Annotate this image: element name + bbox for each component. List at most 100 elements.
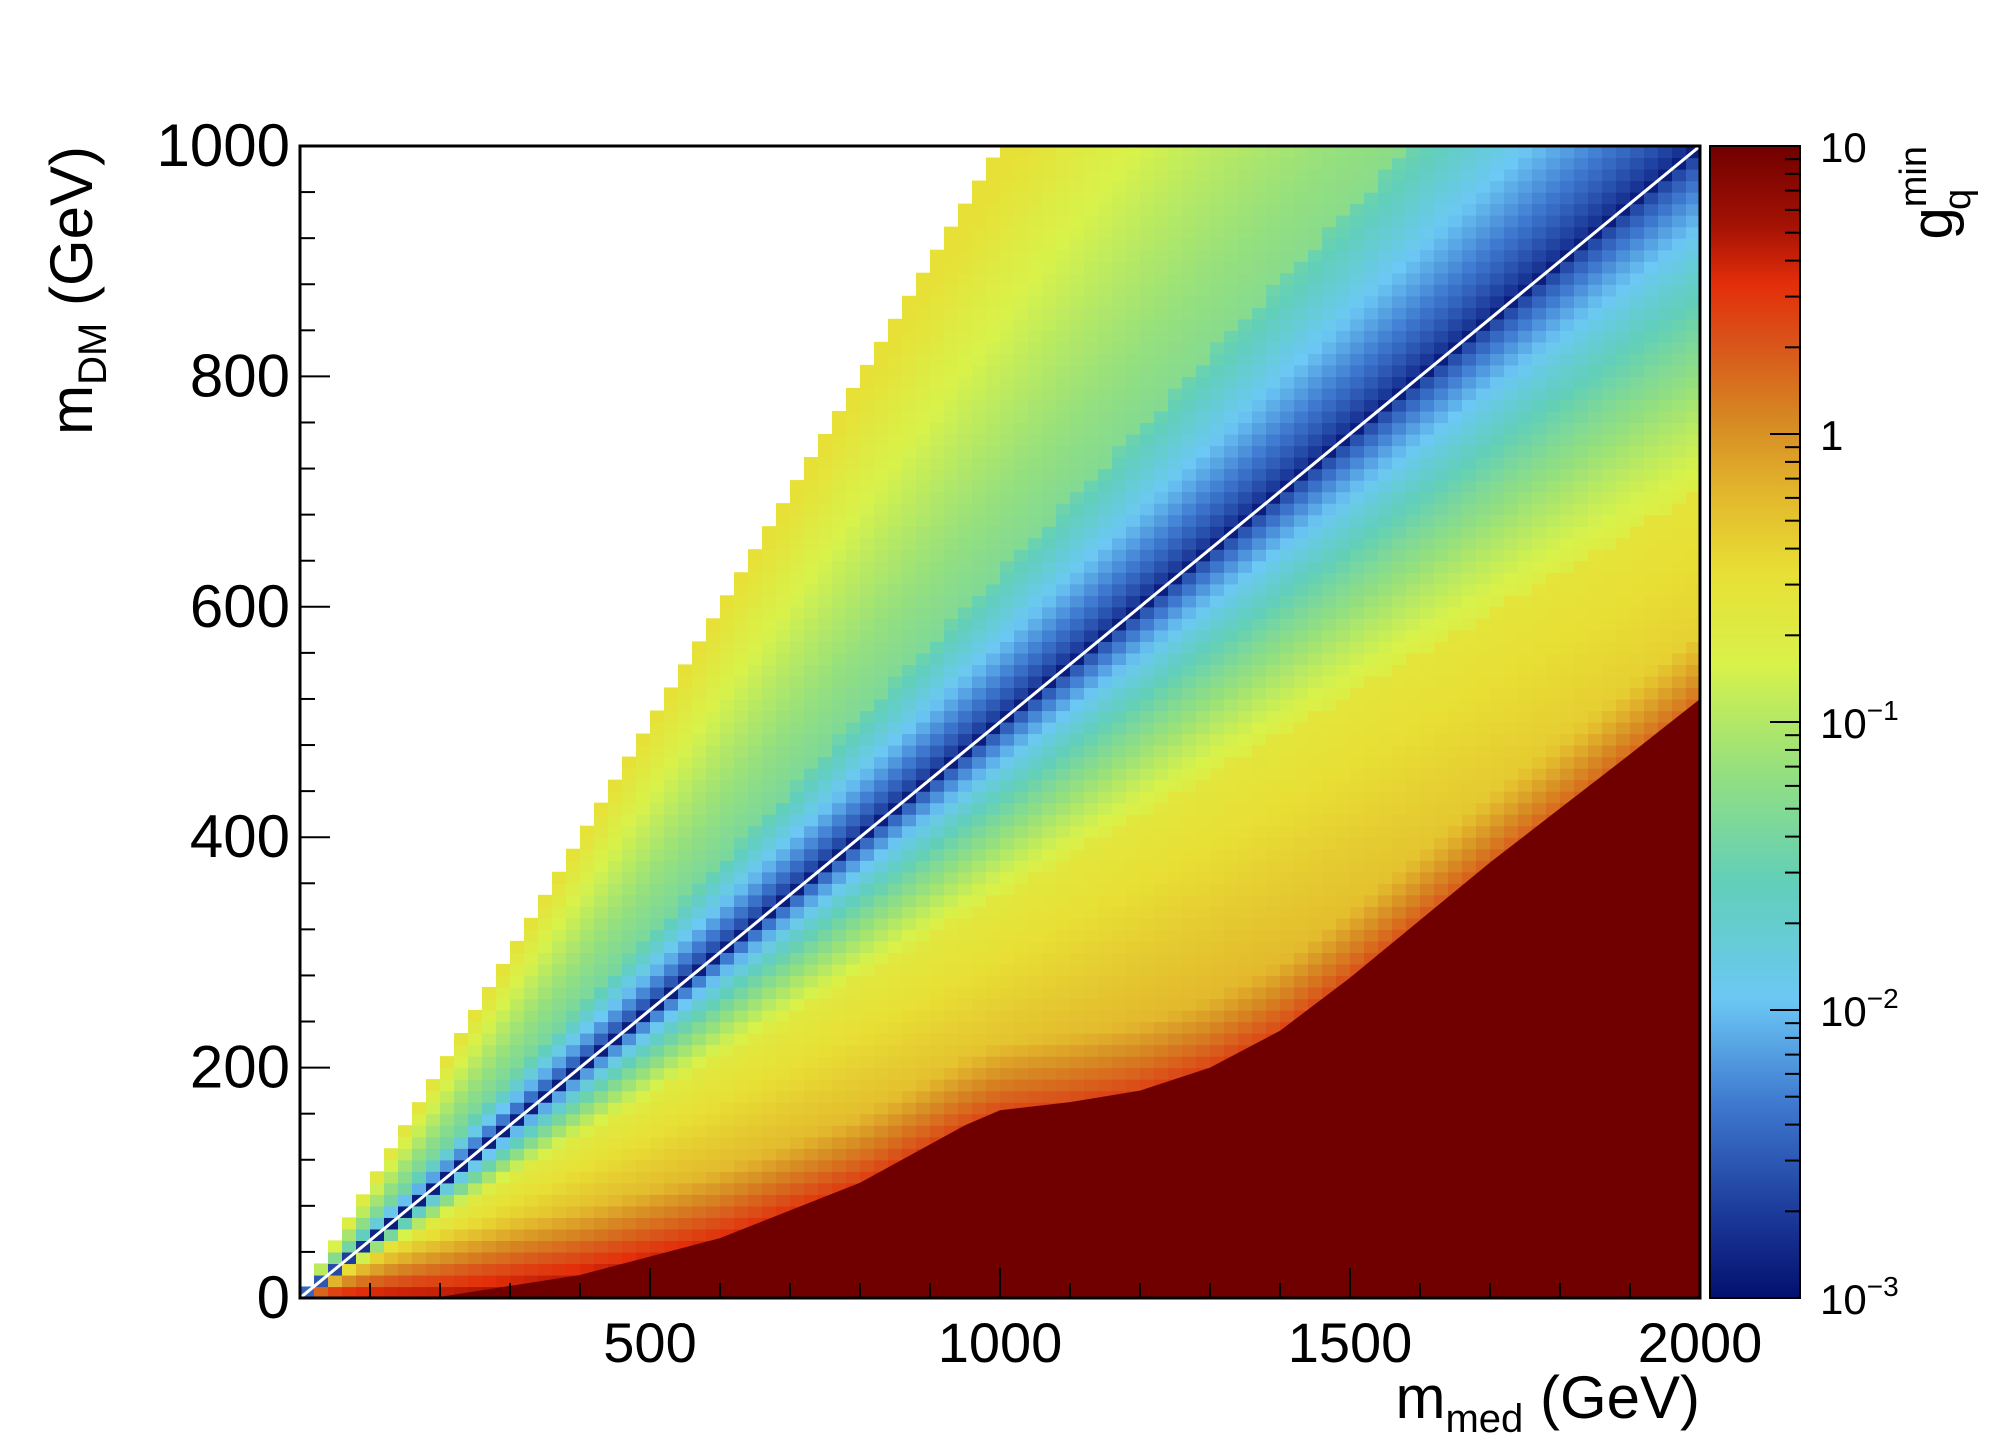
heatmap-cell	[1154, 745, 1169, 758]
heatmap-cell	[1084, 860, 1099, 873]
heatmap-cell	[1294, 353, 1309, 366]
heatmap-cell	[1280, 549, 1295, 562]
heatmap-cell	[1084, 733, 1099, 746]
heatmap-cell	[1336, 180, 1351, 193]
heatmap-cell	[1336, 675, 1351, 689]
heatmap-cell	[944, 583, 959, 596]
heatmap-cell	[1056, 802, 1071, 815]
heatmap-cell	[888, 745, 903, 758]
heatmap-cell	[1028, 756, 1043, 769]
heatmap-cell	[1238, 203, 1253, 216]
heatmap-cell	[1196, 618, 1211, 631]
heatmap-cell	[1070, 733, 1085, 746]
heatmap-cell	[902, 364, 917, 377]
heatmap-cell	[692, 986, 707, 1000]
heatmap-cell	[1294, 249, 1309, 262]
heatmap-cell	[818, 1125, 833, 1138]
heatmap-cell	[1028, 1021, 1043, 1034]
heatmap-cell	[314, 1286, 329, 1298]
heatmap-cell	[692, 1228, 707, 1241]
heatmap-cell	[538, 963, 553, 977]
heatmap-cell	[986, 376, 1001, 389]
heatmap-cell	[440, 1113, 455, 1126]
heatmap-cell	[1210, 422, 1225, 435]
heatmap-cell	[1028, 583, 1043, 596]
heatmap-cell	[1126, 572, 1141, 585]
heatmap-cell	[860, 952, 875, 965]
heatmap-cell	[776, 1010, 791, 1023]
heatmap-cell	[412, 1136, 427, 1149]
heatmap-cell	[1280, 860, 1295, 873]
heatmap-cell	[776, 802, 791, 815]
heatmap-cell	[818, 1044, 833, 1057]
heatmap-cell	[622, 1136, 637, 1149]
heatmap-cell	[594, 1182, 609, 1195]
heatmap-cell	[650, 802, 665, 815]
heatmap-cell	[832, 860, 847, 873]
heatmap-cell	[1126, 1044, 1141, 1057]
heatmap-cell	[1196, 295, 1211, 308]
heatmap-cell	[972, 745, 987, 758]
heatmap-cell	[566, 860, 581, 873]
heatmap-cell	[1238, 341, 1253, 354]
heatmap-cell	[1196, 468, 1211, 481]
heatmap-cell	[664, 1056, 679, 1069]
heatmap-cell	[888, 871, 903, 884]
heatmap-cell	[888, 618, 903, 631]
heatmap-cell	[888, 733, 903, 746]
heatmap-cell	[1252, 387, 1267, 401]
heatmap-cell	[706, 733, 721, 746]
heatmap-cell	[1042, 468, 1057, 481]
heatmap-cell	[832, 422, 847, 435]
heatmap-cell	[650, 1079, 665, 1092]
heatmap-cell	[1028, 549, 1043, 562]
heatmap-cell	[1238, 652, 1253, 665]
heatmap-cell	[650, 963, 665, 977]
heatmap-cell	[1056, 698, 1071, 712]
heatmap-cell	[706, 1102, 721, 1115]
heatmap-cell	[384, 1240, 399, 1253]
heatmap-cell	[692, 1148, 707, 1161]
heatmap-cell	[874, 641, 889, 654]
heatmap-cell	[622, 940, 637, 953]
heatmap-cell	[1126, 837, 1141, 850]
heatmap-cell	[1210, 791, 1225, 804]
heatmap-cell	[496, 1067, 511, 1080]
heatmap-cell	[1224, 848, 1239, 861]
heatmap-cell	[524, 986, 539, 1000]
heatmap-cell	[762, 572, 777, 585]
heatmap-cell	[1112, 215, 1127, 228]
heatmap-cell	[804, 952, 819, 965]
heatmap-cell	[1000, 825, 1015, 838]
heatmap-cell	[454, 1251, 469, 1265]
heatmap-cell	[888, 975, 903, 988]
heatmap-cell	[1238, 434, 1253, 447]
heatmap-cell	[1280, 583, 1295, 596]
heatmap-cell	[1210, 157, 1225, 170]
heatmap-cell	[1238, 537, 1253, 550]
heatmap-cell	[1252, 606, 1267, 619]
heatmap-cell	[1126, 353, 1141, 366]
heatmap-cell	[734, 1125, 749, 1138]
heatmap-cell	[636, 894, 651, 907]
heatmap-cell	[874, 503, 889, 516]
heatmap-cell	[1308, 595, 1323, 608]
heatmap-cell	[818, 583, 833, 596]
heatmap-cell	[902, 629, 917, 642]
heatmap-cell	[916, 272, 931, 285]
heatmap-cell	[1140, 330, 1155, 343]
heatmap-cell	[706, 825, 721, 838]
heatmap-cell	[1238, 572, 1253, 585]
heatmap-cell	[566, 1251, 581, 1265]
heatmap-cell	[1056, 399, 1071, 412]
heatmap-cell	[1056, 295, 1071, 308]
heatmap-cell	[636, 1205, 651, 1218]
heatmap-cell	[972, 986, 987, 1000]
heatmap-cell	[496, 1079, 511, 1092]
heatmap-cell	[1266, 457, 1281, 470]
heatmap-cell	[1014, 606, 1029, 619]
heatmap-cell	[1126, 814, 1141, 827]
heatmap-cell	[818, 1182, 833, 1195]
heatmap-cell	[1070, 330, 1085, 343]
heatmap-cell	[622, 1044, 637, 1057]
